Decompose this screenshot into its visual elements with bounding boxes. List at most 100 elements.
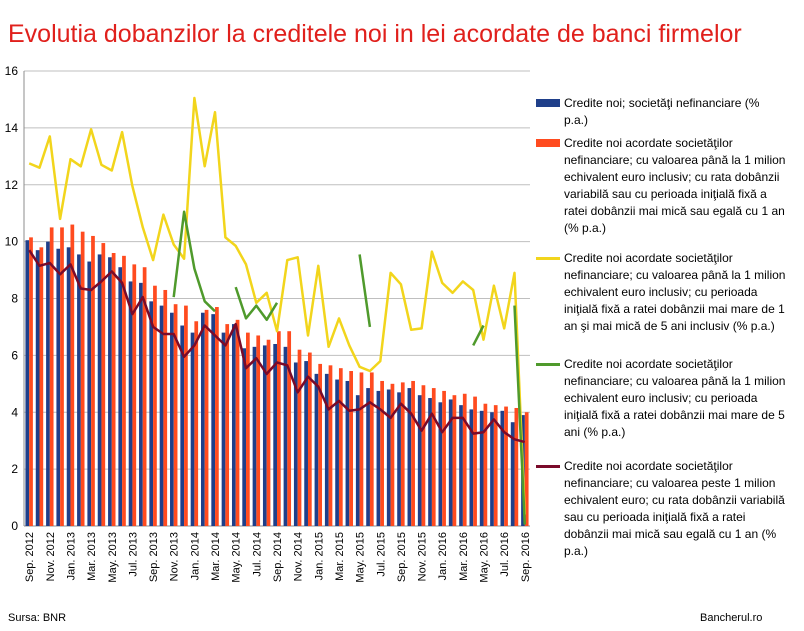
- x-tick-label: Jul. 2015: [375, 532, 387, 577]
- x-tick-label: Sep. 2015: [396, 532, 408, 582]
- line-series-5: [28, 249, 526, 444]
- x-tick-label: Sep. 2012: [24, 532, 36, 582]
- bar-series-2: [246, 332, 250, 526]
- x-tick-label: May. 2013: [107, 532, 119, 583]
- bar-series-1: [190, 332, 195, 526]
- bar-series-2: [349, 371, 354, 526]
- bar-series-1: [118, 267, 123, 526]
- bar-series-2: [111, 253, 116, 526]
- bar-series-2: [80, 231, 85, 526]
- x-tick-label: Jul. 2013: [127, 532, 139, 577]
- bar-series-2: [493, 405, 498, 526]
- bar-series-1: [180, 325, 185, 526]
- bar-series-2: [266, 339, 271, 526]
- x-tick-label: Nov. 2014: [293, 532, 305, 581]
- bar-series-1: [211, 314, 216, 526]
- legend-label-4: Credite noi acordate societăţilor nefina…: [564, 357, 786, 439]
- bar-series-1: [46, 241, 50, 526]
- bar-series-1: [490, 412, 494, 526]
- bar-series-1: [479, 410, 484, 526]
- bar-series-1: [324, 373, 329, 526]
- bar-series-2: [462, 393, 467, 526]
- y-tick-label: 8: [11, 292, 18, 306]
- bar-series-2: [225, 324, 230, 526]
- x-tick-label: Mar. 2014: [210, 532, 222, 581]
- bar-series-1: [376, 390, 381, 526]
- bar-series-2: [390, 383, 395, 526]
- x-tick-label: May. 2015: [355, 532, 367, 583]
- bar-series-2: [473, 396, 477, 526]
- bar-series-2: [194, 321, 199, 526]
- bar-series-2: [442, 390, 446, 526]
- x-tick-label: Mar. 2013: [86, 532, 98, 581]
- bar-series-1: [438, 402, 443, 526]
- bar-series-1: [273, 344, 277, 526]
- bar-series-1: [159, 305, 164, 526]
- bar-series-1: [283, 346, 288, 526]
- bar-series-2: [70, 224, 75, 526]
- bar-series-1: [231, 324, 236, 526]
- y-tick-label: 4: [11, 405, 18, 419]
- x-tick-label: Sep. 2016: [520, 532, 532, 582]
- x-tick-label: Nov. 2015: [417, 532, 429, 581]
- legend-swatch-1: [536, 99, 560, 107]
- bar-series-1: [397, 392, 401, 526]
- y-tick-label: 2: [11, 462, 18, 476]
- y-tick-label: 16: [5, 64, 19, 78]
- x-tick-label: Jan. 2015: [313, 532, 325, 580]
- bar-series-2: [452, 395, 457, 526]
- bar-series-2: [101, 243, 106, 526]
- bar-series-2: [504, 406, 508, 526]
- bar-series-1: [149, 301, 154, 526]
- bar-series-1: [25, 240, 30, 526]
- bar-series-1: [77, 254, 81, 526]
- bar-series-1: [386, 389, 391, 526]
- legend-label-3: Credite noi acordate societăţilor nefina…: [564, 251, 786, 333]
- bar-series-1: [417, 395, 422, 526]
- brand-label: Bancherul.ro: [700, 612, 763, 624]
- line-series-4: [172, 210, 527, 525]
- bar-series-2: [142, 267, 147, 526]
- x-tick-label: May. 2014: [231, 532, 243, 583]
- legend-item-1: Credite noi; societăţi nefinanciare (% p…: [536, 95, 786, 129]
- bar-series-1: [304, 361, 308, 526]
- bar-series-2: [483, 403, 488, 526]
- bar-series-2: [153, 285, 157, 526]
- bar-series-2: [380, 380, 384, 526]
- x-tick-label: Sep. 2013: [148, 532, 160, 582]
- bar-series-2: [29, 237, 33, 526]
- bar-series-1: [170, 312, 174, 526]
- legend-label-2: Credite noi acordate societăţilor nefina…: [564, 136, 786, 235]
- x-tick-label: Nov. 2012: [45, 532, 57, 581]
- bar-series-2: [132, 264, 137, 526]
- bar-series-2: [49, 227, 54, 526]
- x-tick-label: Jul. 2016: [499, 532, 511, 577]
- bar-series-1: [200, 312, 205, 526]
- legend-item-2: Credite noi acordate societăţilor nefina…: [536, 135, 786, 237]
- legend-item-4: Credite noi acordate societăţilor nefina…: [536, 356, 786, 441]
- y-tick-label: 12: [5, 178, 19, 192]
- x-tick-label: Sep. 2014: [272, 532, 284, 582]
- bar-series-1: [35, 250, 40, 526]
- bar-series-1: [262, 345, 267, 526]
- bar-series-2: [369, 372, 374, 526]
- bar-series-2: [431, 388, 436, 526]
- y-tick-label: 0: [11, 519, 18, 533]
- bar-series-2: [359, 372, 364, 526]
- bar-series-2: [173, 304, 178, 526]
- bar-series-1: [500, 410, 505, 526]
- legend-item-5: Credite noi acordate societăţilor nefina…: [536, 458, 786, 560]
- bar-series-2: [318, 363, 323, 526]
- legend-swatch-3: [536, 257, 560, 260]
- y-tick-label: 14: [5, 121, 19, 135]
- bar-series-2: [400, 382, 405, 526]
- bar-series-1: [335, 379, 339, 526]
- y-tick-label: 10: [5, 235, 19, 249]
- bar-series-1: [366, 388, 370, 526]
- bar-series-1: [345, 380, 350, 526]
- bar-series-1: [97, 254, 102, 526]
- legend-swatch-2: [536, 139, 560, 147]
- legend-swatch-5: [536, 465, 560, 468]
- x-tick-label: Jan. 2016: [437, 532, 449, 580]
